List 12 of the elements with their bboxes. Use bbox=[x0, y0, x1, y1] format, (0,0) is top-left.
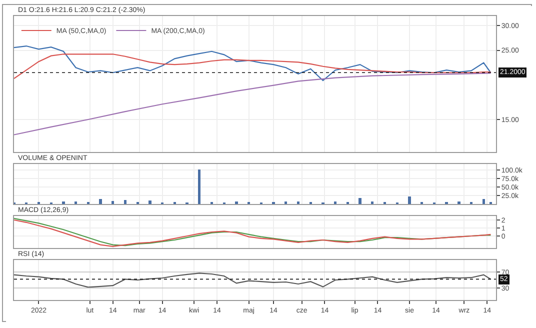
line-series bbox=[14, 72, 492, 136]
line-series bbox=[14, 45, 492, 82]
bar bbox=[124, 200, 127, 204]
line-series bbox=[14, 272, 492, 288]
bar bbox=[198, 169, 201, 204]
bar bbox=[358, 198, 362, 204]
bar bbox=[148, 200, 152, 204]
line-series bbox=[14, 54, 492, 80]
bar bbox=[99, 198, 102, 204]
bar bbox=[112, 200, 114, 204]
bar bbox=[408, 196, 411, 204]
bar bbox=[482, 198, 485, 204]
